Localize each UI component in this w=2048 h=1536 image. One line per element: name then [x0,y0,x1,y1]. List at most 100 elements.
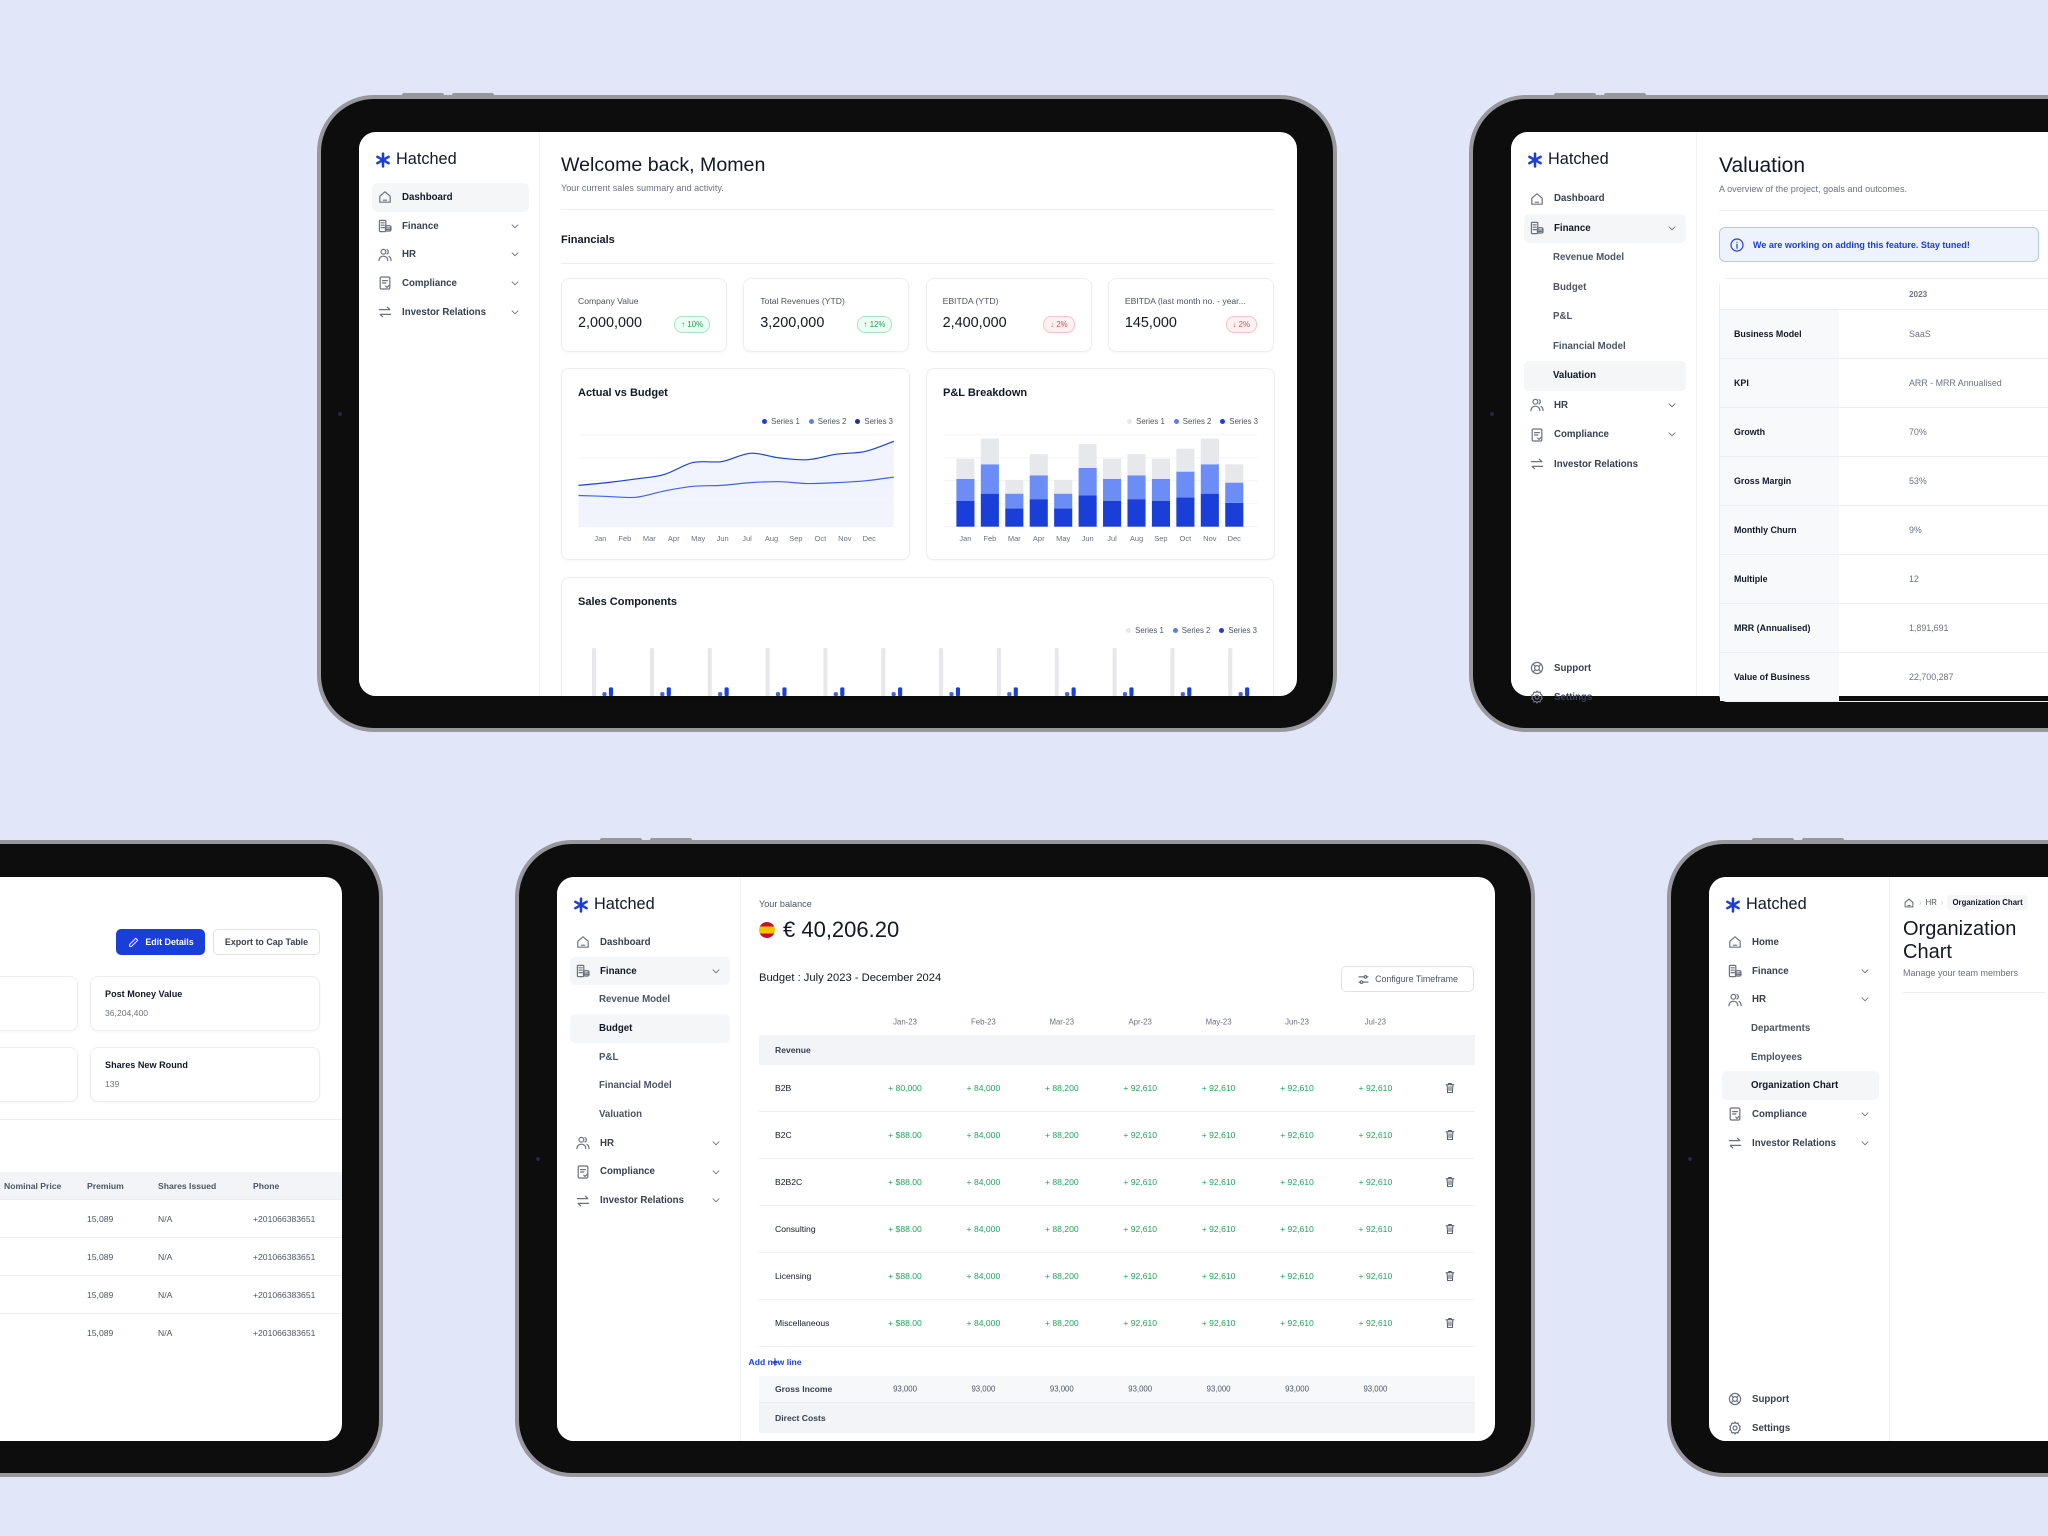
sidebar-item-hr[interactable]: HR [1524,391,1686,421]
trash-icon[interactable] [1444,1129,1457,1142]
table-row[interactable]: 15,089 N/A +201066383651 [0,1275,342,1313]
chevron-down-icon[interactable] [1859,993,1871,1005]
sidebar-item-financial-model[interactable]: Financial Model [570,1071,730,1100]
budget-cell-input[interactable]: + 84,000 [966,1177,1001,1187]
budget-cell-input[interactable]: + 84,000 [966,1224,1001,1234]
budget-cell-input[interactable]: + 88,200 [1044,1130,1079,1140]
logo[interactable]: Hatched [1527,150,1609,169]
configure-timeframe-button[interactable]: Configure Timeframe [1341,966,1474,992]
sidebar-item-support[interactable]: Support [1722,1385,1879,1414]
sidebar-item-finance[interactable]: Finance [1722,957,1879,986]
sidebar-item-investor-relations[interactable]: Investor Relations [1722,1129,1879,1158]
sidebar-item-valuation[interactable]: Valuation [570,1100,730,1129]
sidebar-item-dashboard[interactable]: Dashboard [372,183,529,212]
table-row[interactable]: 15,089 N/A +201066383651 [0,1237,342,1275]
budget-cell-input[interactable]: + $88.00 [888,1318,922,1328]
budget-cell-input[interactable]: + 84,000 [966,1130,1001,1140]
budget-cell-input[interactable]: + 92,610 [1201,1224,1236,1234]
budget-cell-input[interactable]: + 92,610 [1201,1271,1236,1281]
budget-cell-input[interactable]: + 92,610 [1201,1318,1236,1328]
table-row[interactable]: 15,089 N/A +201066383651 [0,1199,342,1237]
home-icon[interactable] [1903,897,1915,909]
budget-cell-input[interactable]: + 92,610 [1358,1224,1393,1234]
sidebar-item-finance[interactable]: Finance [1524,213,1686,243]
chevron-down-icon[interactable] [1859,965,1871,977]
sidebar-item-pandl[interactable]: P&L [1524,302,1686,332]
sidebar-item-home[interactable]: Home [1722,928,1879,957]
budget-cell-input[interactable]: + 88,200 [1044,1224,1079,1234]
sidebar-item-revenue-model[interactable]: Revenue Model [570,985,730,1014]
budget-cell-input[interactable]: + $88.00 [888,1177,922,1187]
trash-icon[interactable] [1444,1270,1457,1283]
table-row[interactable]: 15,089 N/A +201066383651 [0,1313,342,1351]
sidebar-item-investor-relations[interactable]: Investor Relations [372,298,529,327]
chevron-down-icon[interactable] [710,965,722,977]
budget-cell-input[interactable]: + 84,000 [966,1318,1001,1328]
budget-cell-input[interactable]: + 92,610 [1280,1318,1314,1328]
chevron-down-icon[interactable] [509,306,521,318]
trash-icon[interactable] [1444,1082,1457,1095]
sidebar-item-hr[interactable]: HR [570,1129,730,1158]
sidebar-item-compliance[interactable]: Compliance [1524,420,1686,450]
budget-cell-input[interactable]: + 92,610 [1280,1083,1314,1093]
budget-cell-input[interactable]: + 92,610 [1358,1271,1393,1281]
sidebar-item-pandl[interactable]: P&L [570,1043,730,1072]
sidebar-item-settings[interactable]: Settings [1722,1414,1879,1443]
sidebar-item-financial-model[interactable]: Financial Model [1524,332,1686,362]
sidebar-item-investor-relations[interactable]: Investor Relations [570,1186,730,1215]
chevron-down-icon[interactable] [1859,1108,1871,1120]
sidebar-item-dashboard[interactable]: Dashboard [1524,184,1686,214]
budget-cell-input[interactable]: + 92,610 [1280,1177,1314,1187]
budget-cell-input[interactable]: + 92,610 [1123,1318,1158,1328]
chevron-down-icon[interactable] [509,248,521,260]
sidebar-item-organization-chart[interactable]: Organization Chart [1722,1071,1879,1101]
budget-cell-input[interactable]: + 92,610 [1280,1224,1314,1234]
sidebar-item-support[interactable]: Support [1524,654,1686,683]
sidebar-item-dashboard[interactable]: Dashboard [570,928,730,957]
trash-icon[interactable] [1444,1223,1457,1236]
chevron-down-icon[interactable] [1666,222,1678,234]
budget-cell-input[interactable]: + 88,200 [1044,1318,1079,1328]
budget-cell-input[interactable]: + 92,610 [1123,1083,1158,1093]
chevron-down-icon[interactable] [710,1194,722,1206]
logo[interactable]: Hatched [375,150,457,169]
budget-cell-input[interactable]: + 88,200 [1044,1177,1079,1187]
sidebar-item-finance[interactable]: Finance [570,956,730,986]
chevron-down-icon[interactable] [710,1166,722,1178]
budget-cell-input[interactable]: + 88,200 [1044,1083,1079,1093]
budget-cell-input[interactable]: + 92,610 [1280,1271,1314,1281]
budget-cell-input[interactable]: + 92,610 [1123,1224,1158,1234]
sidebar-item-revenue-model[interactable]: Revenue Model [1524,243,1686,273]
budget-cell-input[interactable]: + 92,610 [1358,1083,1393,1093]
logo[interactable]: Hatched [1725,895,1807,914]
sidebar-item-employees[interactable]: Employees [1722,1043,1879,1072]
chevron-down-icon[interactable] [1859,1137,1871,1149]
budget-cell-input[interactable]: + 80,000 [888,1083,922,1093]
budget-cell-input[interactable]: + 92,610 [1201,1083,1236,1093]
budget-cell-input[interactable]: + $88.00 [888,1224,922,1234]
budget-cell-input[interactable]: + 92,610 [1123,1271,1158,1281]
budget-cell-input[interactable]: + 92,610 [1201,1130,1236,1140]
export-cap-table-button[interactable]: Export to Cap Table [213,929,320,955]
edit-details-button[interactable]: Edit Details [116,929,205,955]
budget-cell-input[interactable]: + 92,610 [1358,1130,1393,1140]
budget-cell-input[interactable]: + 92,610 [1358,1318,1393,1328]
budget-cell-input[interactable]: + 88,200 [1044,1271,1079,1281]
breadcrumb-hr[interactable]: HR [1925,898,1937,907]
sidebar-item-valuation[interactable]: Valuation [1524,361,1686,391]
budget-cell-input[interactable]: + 92,610 [1201,1177,1236,1187]
sidebar-item-budget[interactable]: Budget [570,1014,730,1043]
budget-cell-input[interactable]: + 84,000 [966,1271,1001,1281]
trash-icon[interactable] [1444,1176,1457,1189]
sidebar-item-compliance[interactable]: Compliance [1722,1100,1879,1129]
sidebar-item-hr[interactable]: HR [1722,985,1879,1014]
chevron-down-icon[interactable] [1666,428,1678,440]
sidebar-item-investor-relations[interactable]: Investor Relations [1524,450,1686,480]
sidebar-item-finance[interactable]: Finance [372,212,529,241]
sidebar-item-compliance[interactable]: Compliance [372,269,529,298]
chevron-down-icon[interactable] [509,277,521,289]
sidebar-item-compliance[interactable]: Compliance [570,1158,730,1187]
chevron-down-icon[interactable] [509,220,521,232]
budget-cell-input[interactable]: + 92,610 [1280,1130,1314,1140]
budget-cell-input[interactable]: + $88.00 [888,1130,922,1140]
